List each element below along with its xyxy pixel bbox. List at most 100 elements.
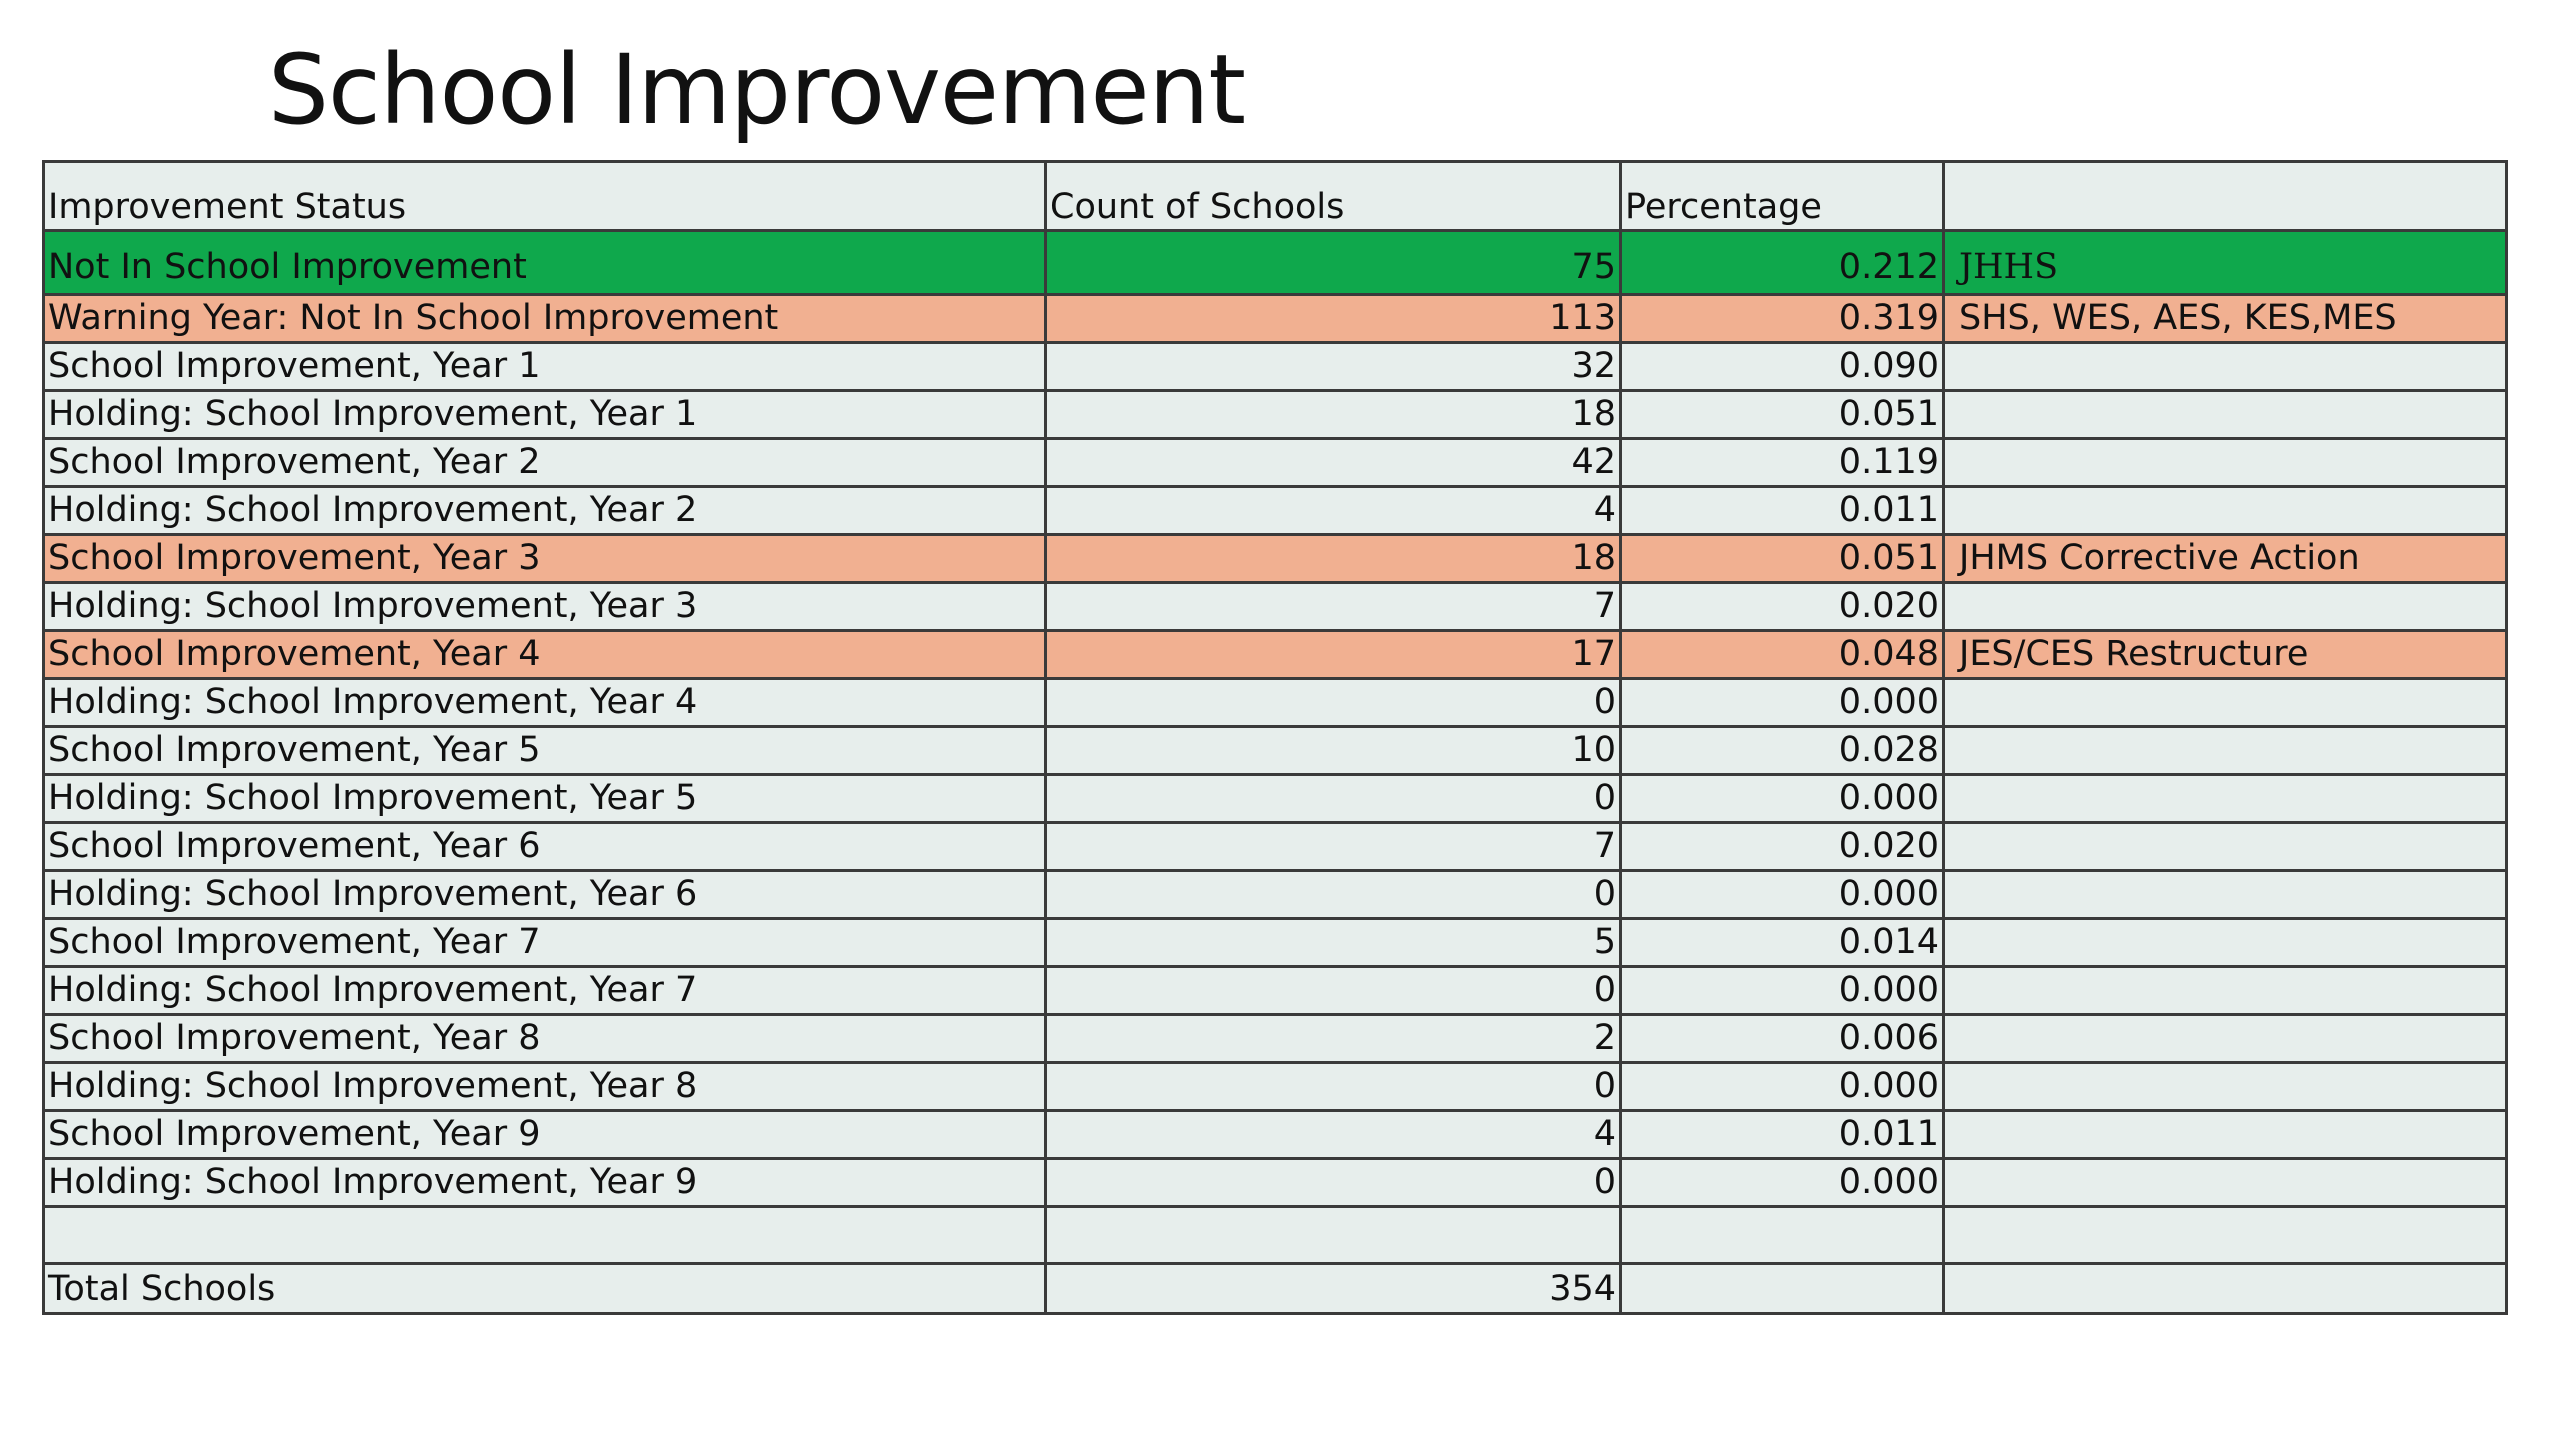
percentage-cell: 0.000 <box>1619 869 1945 920</box>
note-cell <box>1942 1013 2508 1064</box>
note-cell: JES/CES Restructure <box>1942 629 2508 680</box>
note-cell <box>1942 821 2508 872</box>
count-cell: 0 <box>1044 1061 1622 1112</box>
count-cell: 0 <box>1044 677 1622 728</box>
table-row: School Improvement, Year 1 32 0.090 <box>42 341 2508 392</box>
percentage-cell: 0.319 <box>1619 293 1945 344</box>
percentage-cell: 0.048 <box>1619 629 1945 680</box>
percentage-cell: 0.212 <box>1619 229 1945 296</box>
total-label: Total Schools <box>42 1262 1047 1315</box>
table-row: Holding: School Improvement, Year 6 0 0.00… <box>42 869 2508 920</box>
note-cell: JHMS Corrective Action <box>1942 533 2508 584</box>
table-row: School Improvement, Year 2 42 0.119 <box>42 437 2508 488</box>
table-row: School Improvement, Year 7 5 0.014 <box>42 917 2508 968</box>
table-row: Holding: School Improvement, Year 1 18 0.0… <box>42 389 2508 440</box>
empty-cell <box>1942 1262 2508 1315</box>
table-row: Holding: School Improvement, Year 4 0 0.00… <box>42 677 2508 728</box>
count-cell: 75 <box>1044 229 1622 296</box>
note-cell <box>1942 917 2508 968</box>
header-row: Improvement Status Count of Schools Perc… <box>42 160 2508 232</box>
note-cell: SHS, WES, AES, KES,MES <box>1942 293 2508 344</box>
status-cell: School Improvement, Year 4 <box>42 629 1047 680</box>
status-cell: School Improvement, Year 2 <box>42 437 1047 488</box>
status-cell: School Improvement, Year 8 <box>42 1013 1047 1064</box>
note-cell <box>1942 1061 2508 1112</box>
count-cell: 4 <box>1044 485 1622 536</box>
percentage-cell: 0.011 <box>1619 1109 1945 1160</box>
table-row: Holding: School Improvement, Year 7 0 0.00… <box>42 965 2508 1016</box>
table-row: School Improvement, Year 5 10 0.028 <box>42 725 2508 776</box>
blank-row <box>42 1205 2508 1265</box>
percentage-cell: 0.014 <box>1619 917 1945 968</box>
percentage-cell: 0.090 <box>1619 341 1945 392</box>
percentage-cell: 0.119 <box>1619 437 1945 488</box>
percentage-cell: 0.051 <box>1619 533 1945 584</box>
status-cell: School Improvement, Year 6 <box>42 821 1047 872</box>
total-count: 354 <box>1044 1262 1622 1315</box>
note-cell <box>1942 677 2508 728</box>
table-row: School Improvement, Year 6 7 0.020 <box>42 821 2508 872</box>
note-cell: JHHS <box>1942 229 2508 296</box>
table-row: School Improvement, Year 3 18 0.051 JHMS Co… <box>42 533 2508 584</box>
table-row: School Improvement, Year 9 4 0.011 <box>42 1109 2508 1160</box>
percentage-cell: 0.028 <box>1619 725 1945 776</box>
note-cell <box>1942 389 2508 440</box>
table-row: Holding: School Improvement, Year 2 4 0.01… <box>42 485 2508 536</box>
count-cell: 5 <box>1044 917 1622 968</box>
empty-cell <box>42 1205 1047 1265</box>
status-cell: Holding: School Improvement, Year 7 <box>42 965 1047 1016</box>
table-row: Holding: School Improvement, Year 3 7 0.02… <box>42 581 2508 632</box>
count-cell: 42 <box>1044 437 1622 488</box>
note-cell <box>1942 581 2508 632</box>
note-cell <box>1942 773 2508 824</box>
note-cell <box>1942 485 2508 536</box>
table-body: Improvement Status Count of Schools Perc… <box>42 160 2508 1315</box>
percentage-cell: 0.000 <box>1619 1157 1945 1208</box>
status-cell: School Improvement, Year 1 <box>42 341 1047 392</box>
status-cell: Holding: School Improvement, Year 9 <box>42 1157 1047 1208</box>
status-cell: Holding: School Improvement, Year 1 <box>42 389 1047 440</box>
header-notes <box>1942 160 2508 232</box>
count-cell: 32 <box>1044 341 1622 392</box>
percentage-cell: 0.011 <box>1619 485 1945 536</box>
count-cell: 0 <box>1044 869 1622 920</box>
table-row: Holding: School Improvement, Year 8 0 0.00… <box>42 1061 2508 1112</box>
count-cell: 18 <box>1044 533 1622 584</box>
empty-cell <box>1942 1205 2508 1265</box>
status-cell: School Improvement, Year 5 <box>42 725 1047 776</box>
table-row: Not In School Improvement 75 0.212 JHHS <box>42 229 2508 296</box>
percentage-cell: 0.051 <box>1619 389 1945 440</box>
count-cell: 0 <box>1044 965 1622 1016</box>
table-row: Holding: School Improvement, Year 9 0 0.00… <box>42 1157 2508 1208</box>
status-cell: Holding: School Improvement, Year 2 <box>42 485 1047 536</box>
count-cell: 18 <box>1044 389 1622 440</box>
count-cell: 113 <box>1044 293 1622 344</box>
empty-cell <box>1619 1262 1945 1315</box>
percentage-cell: 0.020 <box>1619 821 1945 872</box>
percentage-cell: 0.000 <box>1619 773 1945 824</box>
percentage-cell: 0.000 <box>1619 677 1945 728</box>
table-row: School Improvement, Year 8 2 0.006 <box>42 1013 2508 1064</box>
table-row: School Improvement, Year 4 17 0.048 JES/CES… <box>42 629 2508 680</box>
status-cell: Holding: School Improvement, Year 6 <box>42 869 1047 920</box>
note-cell <box>1942 1109 2508 1160</box>
total-row: Total Schools 354 <box>42 1262 2508 1315</box>
count-cell: 7 <box>1044 821 1622 872</box>
count-cell: 4 <box>1044 1109 1622 1160</box>
count-cell: 2 <box>1044 1013 1622 1064</box>
table-row: Warning Year: Not In School Improvement 1… <box>42 293 2508 344</box>
note-cell <box>1942 1157 2508 1208</box>
status-cell: School Improvement, Year 9 <box>42 1109 1047 1160</box>
count-cell: 17 <box>1044 629 1622 680</box>
header-count-of-schools: Count of Schools <box>1044 160 1622 232</box>
status-cell: Not In School Improvement <box>42 229 1047 296</box>
note-cell <box>1942 869 2508 920</box>
page-title: School Improvement <box>268 34 1246 146</box>
percentage-cell: 0.000 <box>1619 965 1945 1016</box>
percentage-cell: 0.020 <box>1619 581 1945 632</box>
count-cell: 0 <box>1044 1157 1622 1208</box>
note-cell <box>1942 725 2508 776</box>
count-cell: 0 <box>1044 773 1622 824</box>
status-cell: Holding: School Improvement, Year 3 <box>42 581 1047 632</box>
